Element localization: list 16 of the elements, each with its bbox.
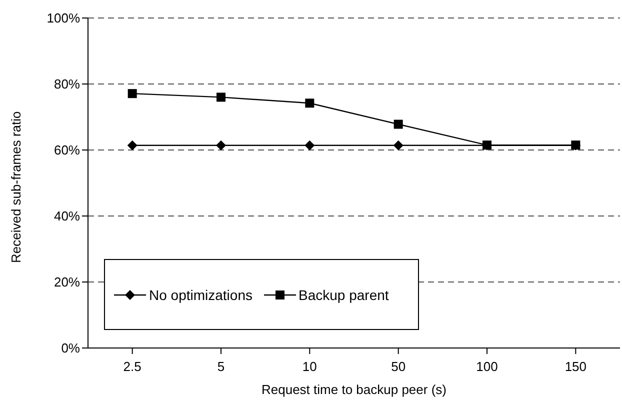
x-tick-label: 100 [476, 359, 498, 374]
y-tick-label: 0% [61, 340, 80, 356]
y-axis-title: Received sub-frames ratio [8, 111, 24, 263]
legend-label: No optimizations [149, 286, 252, 302]
x-tick-label: 10 [302, 359, 317, 374]
y-tick-label: 60% [54, 142, 80, 158]
y-tick-label: 40% [54, 208, 80, 224]
y-tick-label: 100% [46, 10, 80, 26]
y-tick-label: 20% [54, 274, 80, 290]
x-axis-title: Request time to backup peer (s) [262, 382, 446, 397]
x-tick-label: 5 [217, 359, 225, 374]
legend-label: Backup parent [298, 286, 389, 302]
x-tick-label: 150 [564, 359, 587, 374]
x-tick-label: 50 [391, 359, 406, 374]
x-tick-label: 2.5 [123, 359, 142, 374]
y-tick-label: 80% [54, 76, 80, 92]
